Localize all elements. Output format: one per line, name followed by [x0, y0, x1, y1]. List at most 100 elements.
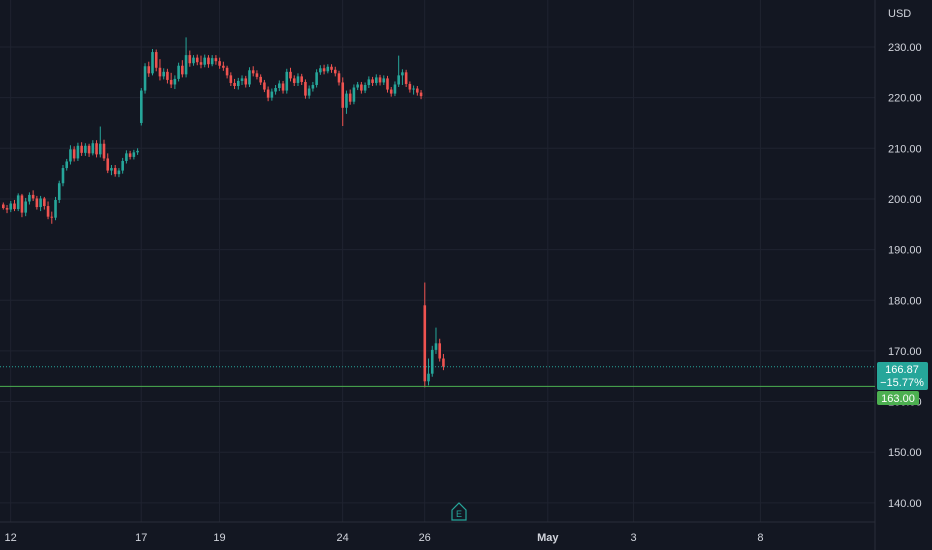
candle-body: [158, 67, 162, 77]
candle-body: [214, 58, 218, 62]
candle-body: [173, 78, 177, 85]
candle-body: [356, 84, 359, 88]
candle-body: [386, 78, 389, 90]
candle-body: [292, 78, 296, 83]
y-tick-label: 150.00: [888, 447, 922, 459]
candle-body: [16, 195, 20, 210]
candle-body: [427, 373, 430, 382]
candle-body: [222, 65, 225, 68]
candle-body: [76, 145, 80, 159]
candle-body: [319, 68, 322, 73]
y-tick-label: 220.00: [888, 93, 922, 105]
candle-body: [274, 88, 277, 92]
candle-body: [300, 76, 303, 82]
candle-body: [106, 158, 110, 171]
candle-body: [397, 75, 400, 85]
alert-price-tag: 163.00: [877, 391, 919, 405]
candle-body: [248, 70, 251, 85]
candle-body: [389, 89, 393, 94]
candle-body: [225, 67, 229, 76]
candle-body: [143, 66, 147, 91]
candle-body: [244, 78, 248, 85]
candle-body: [24, 201, 27, 213]
time-axis[interactable]: 12 17 19 24 26 May 3 8: [5, 532, 764, 544]
candle-body: [259, 76, 262, 83]
candle-body: [95, 143, 98, 155]
candle-body: [80, 145, 83, 153]
candle-body: [367, 79, 371, 85]
candle-body: [434, 343, 438, 350]
candle-body: [401, 72, 404, 76]
candle-body: [416, 88, 419, 93]
candle-body: [162, 71, 165, 77]
earnings-marker[interactable]: E: [451, 502, 467, 521]
x-tick-label: May: [537, 532, 559, 544]
candle-body: [278, 83, 281, 89]
candle-body: [382, 78, 386, 83]
candle-body: [35, 198, 39, 208]
candle-body: [125, 153, 128, 161]
candle-body: [281, 83, 285, 91]
candle-body: [236, 80, 240, 87]
candle-body: [322, 68, 326, 72]
candle-body: [121, 160, 124, 171]
candle-body: [54, 199, 57, 218]
candle-body: [315, 72, 318, 85]
candle-body: [330, 66, 333, 70]
y-tick-label: 190.00: [888, 245, 922, 257]
candle-body: [266, 89, 270, 98]
candle-body: [363, 84, 367, 91]
y-tick-label: 170.00: [888, 346, 922, 358]
candle-body: [110, 168, 113, 171]
candle-body: [5, 208, 9, 210]
earnings-marker-label: E: [456, 509, 462, 519]
candle-body: [233, 82, 236, 87]
candle-body: [337, 73, 341, 83]
candle-body: [28, 194, 31, 202]
candle-body: [140, 90, 143, 123]
candle-series: [2, 37, 445, 388]
candle-body: [72, 149, 76, 159]
candle-body: [57, 183, 61, 200]
candle-body: [419, 92, 423, 97]
candle-body: [46, 206, 50, 217]
candle-body: [69, 149, 72, 162]
candle-body: [192, 57, 195, 64]
candle-body: [240, 78, 244, 81]
candle-body: [311, 84, 315, 89]
candle-body: [210, 58, 214, 65]
x-tick-label: 24: [337, 532, 349, 544]
last-price-tag: 166.87 −15.77%: [877, 362, 928, 390]
candle-body: [166, 71, 169, 80]
candle-body: [117, 170, 121, 175]
candle-body: [341, 82, 345, 108]
candle-body: [20, 195, 24, 213]
candle-body: [326, 66, 330, 72]
candle-body: [378, 77, 382, 83]
candle-body: [423, 305, 427, 382]
price-lines: [0, 366, 875, 387]
candle-body: [289, 71, 292, 79]
candle-body: [181, 65, 184, 75]
candle-body: [31, 194, 35, 199]
candle-body: [184, 55, 188, 75]
candle-body: [408, 83, 412, 90]
candle-body: [430, 349, 434, 374]
candle-body: [296, 76, 300, 83]
candle-body: [84, 145, 87, 153]
candle-body: [348, 93, 352, 102]
candle-body: [229, 75, 233, 83]
candle-body: [91, 143, 95, 154]
candle-body: [404, 72, 408, 84]
candle-body: [151, 52, 154, 74]
candle-body: [169, 79, 173, 85]
x-tick-label: 17: [135, 532, 147, 544]
x-tick-label: 12: [5, 532, 17, 544]
grid-lines: [0, 0, 876, 550]
candle-body: [39, 198, 42, 208]
candle-body: [207, 57, 210, 65]
candle-body: [9, 203, 13, 210]
last-price-value: 166.87: [885, 364, 919, 376]
